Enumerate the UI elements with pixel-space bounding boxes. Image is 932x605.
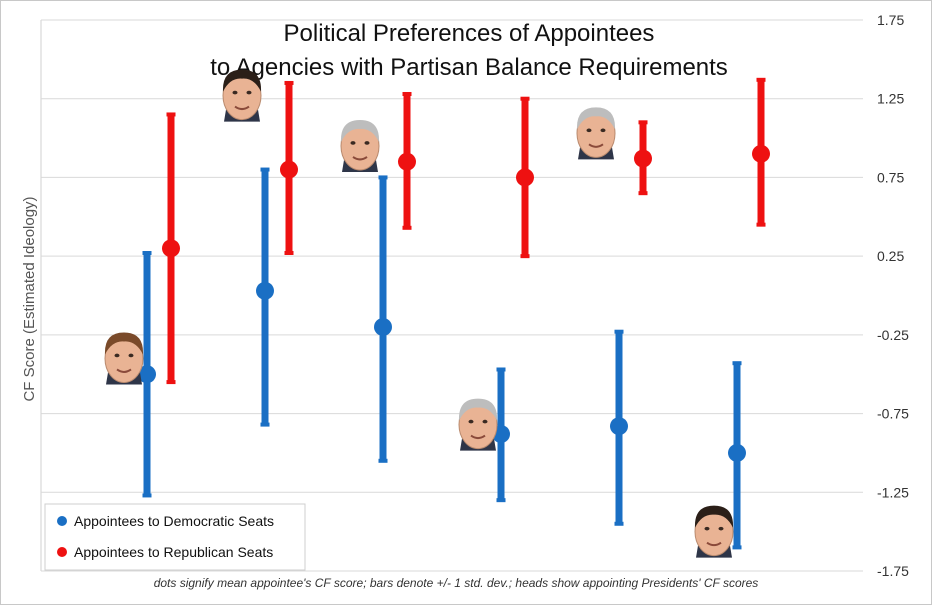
head-eye <box>350 141 356 145</box>
head-suit <box>106 372 142 385</box>
series-democratic <box>138 167 746 550</box>
error-bar-cap-top <box>756 77 766 82</box>
y-tick-label: 0.25 <box>877 248 904 264</box>
chart-title-line-2: to Agencies with Partisan Balance Requir… <box>210 54 728 81</box>
mean-dot <box>516 168 534 187</box>
legend-marker <box>57 516 67 526</box>
error-bar-cap-bottom <box>402 225 412 230</box>
head-mouth <box>706 541 722 547</box>
head-mouth <box>588 143 604 148</box>
error-bar-cap-bottom <box>378 458 388 463</box>
head-hair <box>222 69 262 92</box>
y-tick-label: -1.25 <box>877 484 909 500</box>
head-eye <box>246 90 252 95</box>
error-bar-cap-bottom <box>520 254 530 259</box>
error-bar-cap-bottom <box>166 380 176 385</box>
error-bar-cap-top <box>614 329 624 334</box>
legend-label: Appointees to Democratic Seats <box>74 513 274 529</box>
ronald-reagan-head-icon <box>222 69 262 122</box>
head-eye <box>482 419 488 424</box>
error-bar-cap-bottom <box>142 493 152 498</box>
head-hair <box>340 119 380 142</box>
y-tick-label: 1.75 <box>877 12 904 28</box>
mean-dot <box>634 149 652 168</box>
bill-clinton-head-icon <box>458 398 498 451</box>
y-tick-label: 1.25 <box>877 91 904 107</box>
error-bar-cap-bottom <box>614 521 624 526</box>
legend-label: Appointees to Republican Seats <box>74 544 273 560</box>
head-suit <box>578 147 614 160</box>
error-bar-cap-bottom <box>732 545 742 550</box>
mean-dot <box>374 317 392 336</box>
chart-title-line-1: Political Preferences of Appointees <box>284 20 655 47</box>
mean-dot <box>256 281 274 300</box>
head-eye <box>232 90 238 95</box>
error-bar-cap-bottom <box>284 250 294 255</box>
error-bar-cap-bottom <box>756 222 766 227</box>
head-eye <box>114 353 120 358</box>
mean-dot <box>610 417 628 436</box>
mean-dot <box>398 152 416 171</box>
mean-dot <box>138 365 156 384</box>
head-hair <box>576 107 616 130</box>
george-w-bush-head-icon <box>576 107 616 160</box>
error-bar-cap-top <box>638 120 648 125</box>
head-suit <box>224 109 260 122</box>
head-eye <box>586 128 592 133</box>
error-bar-cap-bottom <box>496 498 506 503</box>
error-bar-cap-bottom <box>638 191 648 196</box>
mean-dot <box>162 239 180 258</box>
error-bar-cap-top <box>378 175 388 180</box>
head-hair <box>104 332 144 355</box>
error-bar-cap-top <box>520 96 530 101</box>
series-republican <box>162 77 770 385</box>
jimmy-carter-head-icon <box>104 332 144 385</box>
error-bar-cap-top <box>284 80 294 85</box>
y-tick-label: -1.75 <box>877 563 909 579</box>
head-eye <box>468 419 474 424</box>
head-mouth <box>234 105 250 111</box>
head-eye <box>364 141 370 145</box>
head-mouth <box>470 434 486 440</box>
chart-note: dots signify mean appointee's CF score; … <box>154 576 759 590</box>
head-eye <box>704 526 710 531</box>
error-bar-cap-top <box>166 112 176 117</box>
error-bar-cap-top <box>260 167 270 172</box>
head-eye <box>128 353 134 358</box>
y-tick-label: -0.25 <box>877 327 909 343</box>
head-hair <box>458 398 498 421</box>
y-tick-label: -0.75 <box>877 406 909 422</box>
george-h-w-bush-head-icon <box>340 119 380 172</box>
mean-dot <box>752 144 770 163</box>
head-suit <box>460 438 496 451</box>
legend-box <box>44 503 306 571</box>
head-hair <box>694 505 734 528</box>
mean-dot <box>728 443 746 462</box>
y-tick-label: 0.75 <box>877 169 904 185</box>
legend: Appointees to Democratic Seats Appointees… <box>44 503 306 571</box>
error-bar-cap-top <box>732 361 742 366</box>
legend-marker <box>57 547 67 557</box>
head-mouth <box>352 156 368 161</box>
head-suit <box>696 545 732 558</box>
error-bar-cap-bottom <box>260 422 270 427</box>
head-mouth <box>116 368 132 373</box>
barack-obama-head-icon <box>694 505 734 558</box>
y-axis-label: CF Score (Estimated Ideology) <box>21 196 38 401</box>
head-suit <box>342 159 378 172</box>
mean-dot <box>280 160 298 179</box>
error-bar-cap-top <box>496 367 506 372</box>
error-bar-cap-top <box>402 91 412 96</box>
error-bar-cap-top <box>142 250 152 255</box>
head-eye <box>718 526 724 531</box>
head-eye <box>600 128 606 133</box>
